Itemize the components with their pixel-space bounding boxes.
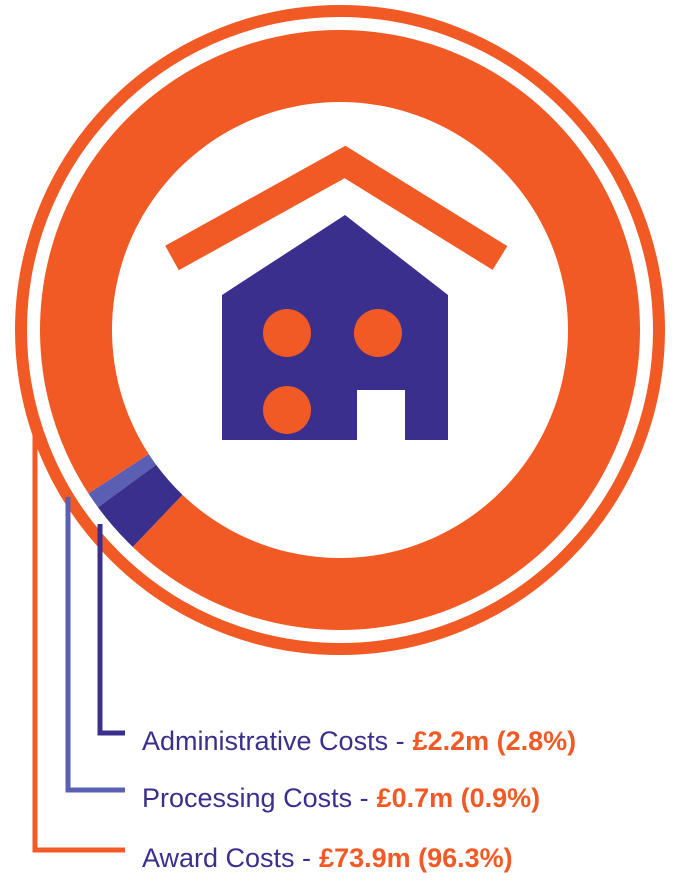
legend-label: Administrative Costs - (142, 726, 405, 756)
window (263, 386, 311, 434)
value-label: £73.9m (96.3%) (319, 843, 513, 873)
door (357, 390, 405, 440)
legend-entry: Administrative Costs - £2.2m (2.8%) (142, 726, 576, 756)
window (354, 309, 402, 357)
leader-line (65, 497, 125, 793)
legend-label: Processing Costs - (142, 783, 369, 813)
legend-entry: Award Costs - £73.9m (96.3%) (142, 843, 513, 873)
donut-segment (88, 454, 157, 508)
roof (165, 145, 508, 271)
legend-label: Award Costs - (142, 843, 311, 873)
value-label: £2.2m (2.8%) (413, 726, 577, 756)
donut (39, 29, 640, 630)
house (222, 215, 448, 440)
outer-ring (15, 5, 665, 655)
window (263, 309, 311, 357)
leader-line (32, 420, 125, 853)
value-label: £0.7m (0.9%) (377, 783, 541, 813)
legend: Administrative Costs - £2.2m (2.8%) Proces… (32, 420, 576, 873)
legend-entry: Processing Costs - £0.7m (0.9%) (142, 783, 540, 813)
leader-line (97, 523, 125, 736)
donut-segment (98, 464, 183, 547)
